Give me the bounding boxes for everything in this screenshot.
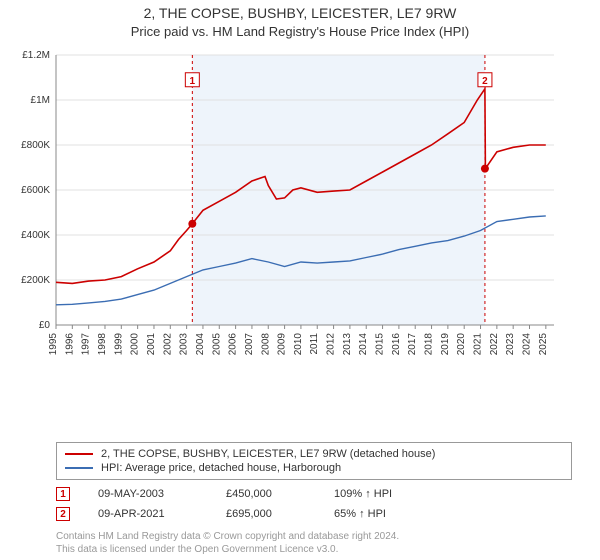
svg-text:2011: 2011 [309, 332, 320, 354]
sale-marker: 2 [56, 507, 70, 521]
page-title: 2, THE COPSE, BUSHBY, LEICESTER, LE7 9RW [8, 4, 592, 24]
svg-text:1996: 1996 [64, 332, 75, 355]
sales-list: 1 09-MAY-2003 £450,000 109% ↑ HPI 2 09-APR-20… [56, 484, 572, 524]
svg-text:2008: 2008 [260, 332, 271, 355]
svg-text:2: 2 [482, 75, 488, 86]
legend-label: HPI: Average price, detached house, Harb… [101, 462, 341, 474]
legend-swatch [65, 453, 93, 455]
svg-text:2019: 2019 [440, 332, 451, 355]
svg-text:1998: 1998 [97, 332, 108, 355]
legend-row: 2, THE COPSE, BUSHBY, LEICESTER, LE7 9RW… [65, 447, 563, 461]
sale-date: 09-MAY-2003 [98, 488, 198, 500]
svg-text:2017: 2017 [407, 332, 418, 355]
svg-text:£600K: £600K [21, 185, 50, 196]
svg-text:£200K: £200K [21, 275, 50, 286]
svg-text:2015: 2015 [375, 332, 386, 355]
svg-text:2023: 2023 [505, 332, 516, 355]
svg-text:2021: 2021 [473, 332, 484, 355]
svg-text:£1.2M: £1.2M [22, 50, 50, 61]
svg-text:1: 1 [190, 75, 196, 86]
svg-text:2013: 2013 [342, 332, 353, 355]
svg-text:2007: 2007 [244, 332, 255, 355]
svg-text:2000: 2000 [130, 332, 141, 355]
svg-text:1995: 1995 [48, 332, 59, 355]
svg-text:2016: 2016 [391, 332, 402, 355]
svg-text:2005: 2005 [211, 332, 222, 355]
svg-text:£1M: £1M [31, 95, 50, 106]
svg-text:2006: 2006 [228, 332, 239, 355]
legend-label: 2, THE COPSE, BUSHBY, LEICESTER, LE7 9RW… [101, 448, 435, 460]
sale-pct: 65% ↑ HPI [334, 508, 386, 520]
sale-marker: 1 [56, 487, 70, 501]
svg-text:1997: 1997 [81, 332, 92, 355]
svg-text:1999: 1999 [113, 332, 124, 355]
svg-text:2022: 2022 [489, 332, 500, 355]
svg-text:£400K: £400K [21, 230, 50, 241]
sale-pct: 109% ↑ HPI [334, 488, 392, 500]
sale-price: £450,000 [226, 488, 306, 500]
sale-row: 1 09-MAY-2003 £450,000 109% ↑ HPI [56, 484, 572, 504]
footer-attribution: Contains HM Land Registry data © Crown c… [56, 530, 572, 556]
svg-text:2001: 2001 [146, 332, 157, 355]
sale-row: 2 09-APR-2021 £695,000 65% ↑ HPI [56, 504, 572, 524]
svg-text:2009: 2009 [277, 332, 288, 355]
svg-text:2012: 2012 [326, 332, 337, 355]
svg-text:2018: 2018 [424, 332, 435, 355]
svg-text:2020: 2020 [456, 332, 467, 355]
page-subtitle: Price paid vs. HM Land Registry's House … [8, 24, 592, 39]
price-chart: £0 £200K £400K £600K £800K £1M £1.2M 1995 1996 19… [8, 45, 592, 438]
legend-row: HPI: Average price, detached house, Harb… [65, 461, 563, 475]
footer-line: Contains HM Land Registry data © Crown c… [56, 530, 572, 543]
svg-text:£0: £0 [39, 320, 51, 331]
sale-date: 09-APR-2021 [98, 508, 198, 520]
legend-swatch [65, 467, 93, 469]
svg-text:2025: 2025 [538, 332, 549, 355]
svg-text:2002: 2002 [162, 332, 173, 355]
footer-line: This data is licensed under the Open Gov… [56, 543, 572, 556]
svg-text:2024: 2024 [522, 332, 533, 355]
svg-text:2003: 2003 [179, 332, 190, 355]
svg-text:£800K: £800K [21, 140, 50, 151]
legend: 2, THE COPSE, BUSHBY, LEICESTER, LE7 9RW… [56, 442, 572, 480]
svg-text:2014: 2014 [358, 332, 369, 355]
svg-text:2010: 2010 [293, 332, 304, 355]
svg-text:2004: 2004 [195, 332, 206, 355]
sale-price: £695,000 [226, 508, 306, 520]
